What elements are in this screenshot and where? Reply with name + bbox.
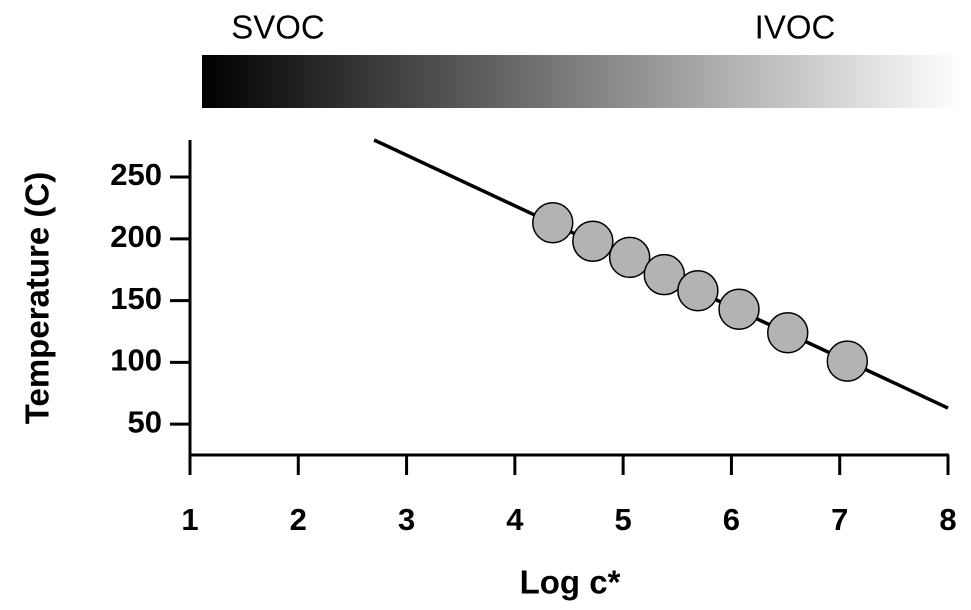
data-point	[532, 202, 574, 244]
y-tick-label: 100	[110, 343, 162, 378]
data-point	[718, 288, 760, 330]
y-tick-label: 200	[110, 219, 162, 254]
x-tick-label: 7	[831, 502, 848, 537]
annotation: SVOC	[231, 9, 325, 46]
data-point	[608, 236, 651, 279]
volatility-gradient	[202, 55, 962, 108]
y-tick-label: 150	[110, 281, 162, 316]
y-axis-label: Temperature (C)	[19, 172, 56, 424]
x-tick-label: 4	[506, 502, 524, 537]
x-tick-label: 6	[723, 502, 740, 537]
data-point	[826, 340, 869, 382]
x-tick-label: 1	[181, 502, 198, 537]
data-point	[677, 269, 719, 312]
x-axis-label: Log c*	[520, 564, 621, 601]
y-tick-label: 250	[110, 157, 162, 192]
data-point	[572, 220, 614, 263]
x-tick-label: 2	[290, 502, 307, 537]
data-point	[643, 253, 686, 296]
y-tick-label: 50	[128, 404, 162, 439]
x-tick-label: 3	[398, 502, 415, 537]
data-point	[766, 311, 809, 354]
x-tick-label: 5	[615, 502, 632, 537]
x-tick-label: 8	[939, 502, 956, 537]
annotation: IVOC	[755, 9, 836, 46]
